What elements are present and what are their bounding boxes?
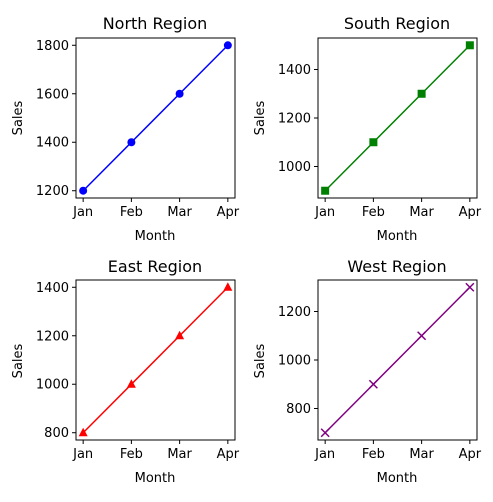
x-tick-label: Mar (167, 447, 192, 462)
x-axis-label: Month (377, 471, 418, 486)
y-tick-label: 1600 (36, 87, 69, 102)
x-tick-label: Mar (409, 447, 434, 462)
data-point (223, 282, 233, 291)
data-point (126, 379, 136, 388)
y-tick-label: 1200 (278, 305, 311, 320)
axes-frame (75, 37, 236, 199)
x-tick-label: Apr (459, 447, 482, 462)
data-point (321, 186, 330, 195)
series-line (82, 286, 229, 434)
data-point (465, 282, 475, 292)
y-tick-label: 800 (286, 402, 311, 417)
x-tick-label: Feb (362, 447, 385, 462)
panel-north: North Region Month Sales Jan Feb Mar Apr 120… (11, 14, 240, 244)
y-tick-label: 1000 (36, 378, 69, 393)
data-point (368, 379, 378, 389)
y-tick-label: 1400 (36, 281, 69, 296)
x-axis-label: Month (135, 471, 176, 486)
x-tick-label: Feb (120, 447, 143, 462)
x-tick-label: Apr (217, 447, 240, 462)
x-tick-label: Jan (314, 447, 335, 462)
panel-title: East Region (108, 257, 202, 276)
x-axis-label: Month (135, 229, 176, 244)
panel-south: South Region Month Sales Jan Feb Mar Apr 100… (253, 14, 482, 244)
panel-title: West Region (347, 257, 446, 276)
series-line (324, 286, 471, 434)
plot-area: Jan Feb Mar Apr 800 1000 1200 (278, 279, 482, 462)
x-tick-label: Apr (459, 205, 482, 220)
panel-west: West Region Month Sales Jan Feb Mar Apr 800 1… (253, 257, 482, 486)
panel-title: South Region (344, 14, 450, 33)
data-point (417, 331, 427, 341)
panel-east: East Region Month Sales Jan Feb Mar Apr 800 1… (11, 257, 240, 486)
data-point (320, 428, 330, 438)
y-axis-label: Sales (253, 100, 268, 135)
plot-area: Jan Feb Mar Apr 1000 1200 1400 (278, 37, 482, 220)
y-tick-label: 1200 (278, 112, 311, 127)
y-tick-label: 1400 (36, 136, 69, 151)
x-tick-label: Jan (314, 205, 335, 220)
data-point (175, 330, 185, 340)
y-tick-label: 1800 (36, 39, 69, 54)
x-tick-label: Feb (362, 205, 385, 220)
y-axis-label: Sales (11, 100, 26, 135)
x-tick-label: Jan (72, 205, 93, 220)
data-point (417, 89, 426, 98)
plot-area: Jan Feb Mar Apr 800 1000 1200 1400 (36, 279, 240, 462)
data-point (369, 138, 378, 147)
y-axis-label: Sales (253, 343, 268, 378)
series-line (324, 44, 471, 192)
data-point (223, 41, 232, 50)
x-tick-label: Feb (120, 205, 143, 220)
y-tick-label: 1200 (36, 184, 69, 199)
data-point (175, 89, 184, 98)
x-axis-label: Month (377, 229, 418, 244)
y-tick-label: 1000 (278, 354, 311, 369)
x-tick-label: Jan (72, 447, 93, 462)
series-line (82, 44, 229, 192)
y-tick-label: 1000 (278, 160, 311, 175)
data-point (127, 138, 136, 147)
x-tick-label: Mar (167, 205, 192, 220)
y-axis-label: Sales (11, 343, 26, 378)
y-tick-label: 800 (44, 426, 69, 441)
y-tick-label: 1200 (36, 329, 69, 344)
x-tick-label: Apr (217, 205, 240, 220)
axes-frame (75, 279, 236, 441)
x-tick-label: Mar (409, 205, 434, 220)
data-point (79, 186, 88, 195)
y-tick-label: 1400 (278, 63, 311, 78)
data-point (465, 41, 474, 50)
plot-area: Jan Feb Mar Apr 1200 1400 1600 1800 (36, 37, 240, 220)
panel-title: North Region (103, 14, 208, 33)
data-point (78, 427, 88, 437)
